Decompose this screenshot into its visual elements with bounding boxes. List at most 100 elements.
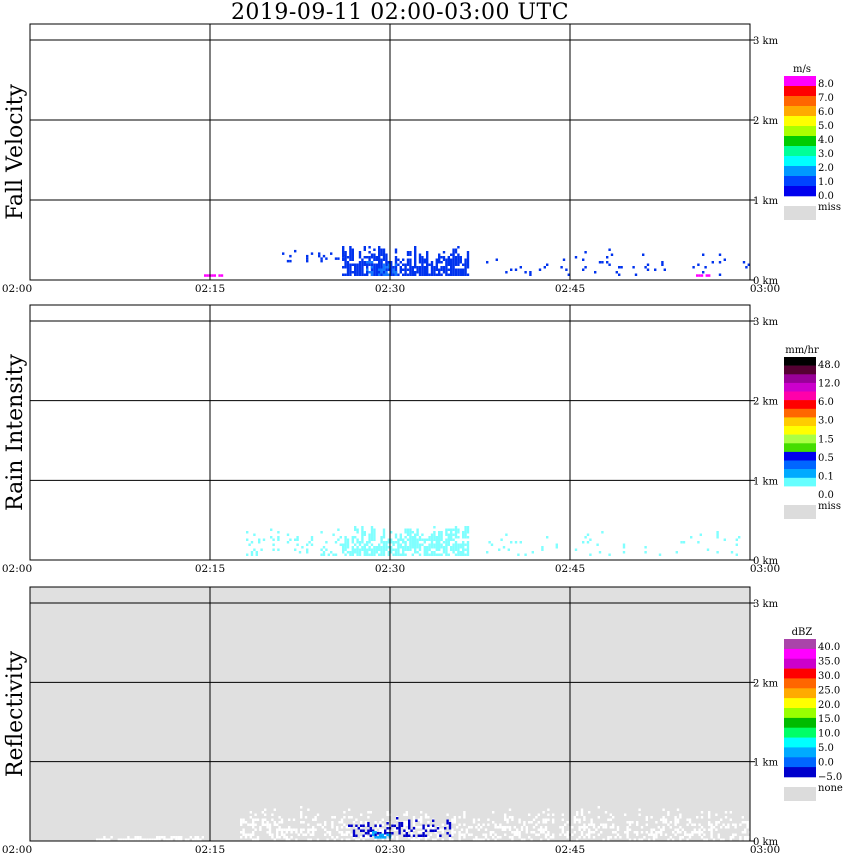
echo-pixel <box>480 826 483 829</box>
echo-pixel <box>370 543 374 546</box>
echo-pixel <box>184 838 188 841</box>
echo-pixel <box>414 546 417 549</box>
echo-pixel <box>698 833 701 836</box>
legend-swatch <box>784 426 816 435</box>
echo-pixel <box>616 828 620 831</box>
echo-pixel <box>423 546 426 549</box>
legend-label: 35.0 <box>818 656 840 667</box>
echo-pixel <box>436 828 440 831</box>
echo-pixel <box>597 833 600 836</box>
echo-pixel <box>435 536 438 539</box>
echo-pixel <box>438 273 441 276</box>
echo-pixel <box>406 531 410 534</box>
echo-pixel <box>523 838 526 841</box>
echo-pixel <box>396 827 399 830</box>
echo-pixel <box>363 263 366 266</box>
echo-pixel <box>618 266 621 269</box>
echo-pixel <box>361 546 364 549</box>
echo-pixel <box>369 811 372 814</box>
echo-pixel <box>366 543 369 546</box>
echo-pixel <box>349 251 352 254</box>
echo-pixel <box>566 821 569 824</box>
echo-pixel <box>626 826 629 829</box>
echo-pixel <box>691 823 694 826</box>
echo-pixel <box>384 836 387 839</box>
echo-pixel <box>129 838 132 841</box>
echo-pixel <box>477 823 480 826</box>
echo-pixel <box>286 541 290 544</box>
echo-pixel <box>544 818 548 821</box>
echo-pixel <box>368 258 371 261</box>
echo-pixel <box>367 811 370 814</box>
echo-pixel <box>616 833 620 836</box>
echo-pixel <box>619 836 622 839</box>
echo-pixel <box>242 833 245 836</box>
echo-pixel <box>723 538 726 541</box>
echo-pixel <box>660 818 663 821</box>
echo-pixel <box>504 818 507 821</box>
legend-swatch <box>784 176 816 187</box>
echo-pixel <box>674 823 677 826</box>
echo-pixel <box>312 831 315 834</box>
echo-pixel <box>604 823 608 826</box>
echo-pixel <box>561 828 564 831</box>
echo-pixel <box>136 836 140 839</box>
echo-pixel <box>744 831 747 834</box>
echo-pixel <box>681 836 684 839</box>
echo-pixel <box>496 826 500 829</box>
echo-pixel <box>360 813 363 816</box>
echo-pixel <box>312 833 315 836</box>
echo-pixel <box>464 536 467 539</box>
echo-pixel <box>561 813 564 816</box>
echo-pixel <box>426 266 429 269</box>
echo-pixel <box>339 536 342 539</box>
echo-pixel <box>366 551 369 554</box>
echo-pixel <box>458 816 461 819</box>
echo-pixel <box>390 546 393 549</box>
echo-pixel <box>363 548 366 551</box>
echo-pixel <box>667 811 670 814</box>
echo-pixel <box>380 271 383 274</box>
echo-pixel <box>424 836 428 839</box>
echo-pixel <box>640 838 644 841</box>
echo-pixel <box>439 834 442 837</box>
echo-pixel <box>380 253 383 256</box>
echo-pixel <box>342 253 345 256</box>
echo-pixel <box>141 838 144 841</box>
echo-pixel <box>386 832 389 835</box>
echo-pixel <box>523 821 526 824</box>
echo-pixel <box>338 821 341 824</box>
echo-pixel <box>722 838 725 841</box>
echo-pixel <box>622 546 626 549</box>
echo-pixel <box>446 819 449 822</box>
echo-pixel <box>542 818 545 821</box>
echo-pixel <box>475 838 478 841</box>
echo-pixel <box>289 254 292 258</box>
echo-pixel <box>362 838 365 841</box>
echo-pixel <box>409 528 412 531</box>
echo-pixel <box>346 546 350 549</box>
echo-pixel <box>464 543 467 546</box>
echo-pixel <box>447 533 450 536</box>
echo-pixel <box>272 543 275 546</box>
echo-pixel <box>346 268 350 271</box>
echo-pixel <box>349 263 352 266</box>
echo-pixel <box>547 838 550 841</box>
echo-region <box>486 531 741 556</box>
echo-pixel <box>204 274 207 277</box>
echo-pixel <box>450 253 453 256</box>
echo-pixel <box>638 808 641 811</box>
echo-pixel <box>280 818 284 821</box>
echo-pixel <box>409 271 412 274</box>
echo-pixel <box>524 553 527 556</box>
echo-pixel <box>698 823 701 826</box>
echo-pixel <box>385 266 388 269</box>
echo-pixel <box>378 251 381 254</box>
echo-pixel <box>414 253 417 256</box>
echo-pixel <box>386 833 389 837</box>
echo-pixel <box>382 253 386 256</box>
echo-pixel <box>454 251 458 254</box>
echo-pixel <box>445 548 448 551</box>
echo-pixel <box>532 831 536 834</box>
echo-pixel <box>429 833 432 836</box>
